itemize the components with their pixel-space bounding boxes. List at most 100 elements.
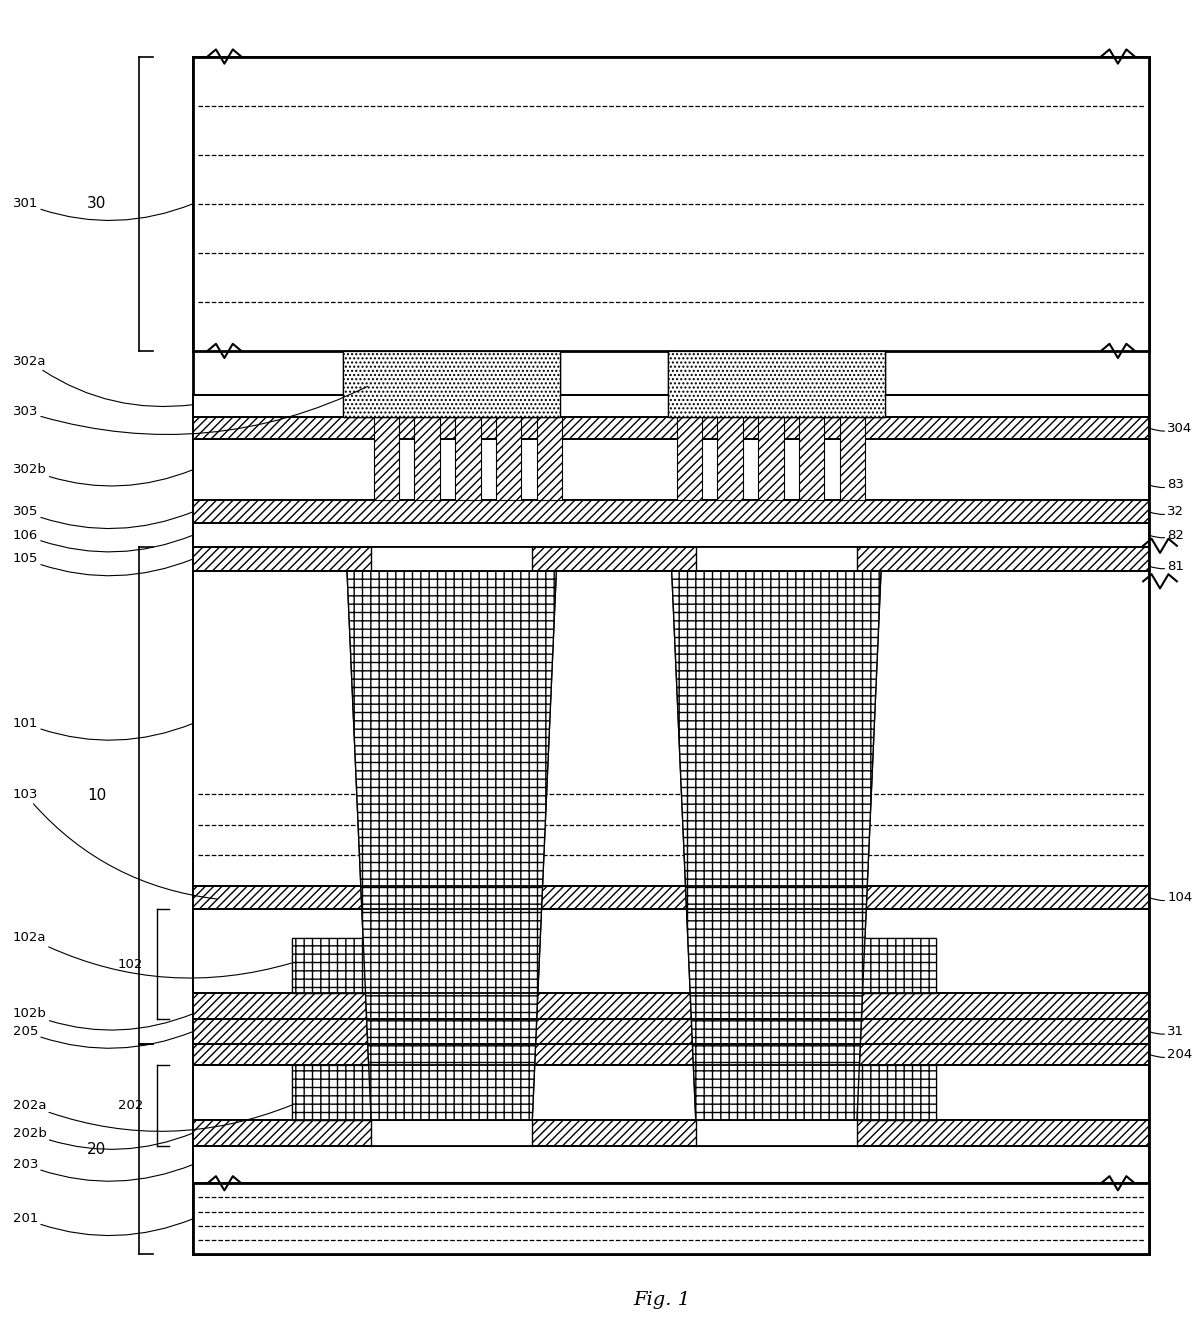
Text: 32: 32	[1149, 506, 1185, 518]
Bar	[840, 417, 866, 501]
Bar	[414, 417, 439, 501]
Bar	[371, 886, 532, 909]
Bar	[696, 1044, 857, 1065]
Bar	[857, 938, 937, 993]
Bar	[193, 1065, 1149, 1120]
Bar	[193, 439, 1149, 501]
Text: 304: 304	[1149, 421, 1192, 435]
Text: 106: 106	[13, 528, 193, 552]
Bar	[696, 1044, 857, 1065]
Bar	[193, 57, 1149, 1255]
Bar	[496, 417, 521, 501]
Bar	[193, 395, 1149, 417]
Bar	[371, 886, 532, 909]
Polygon shape	[672, 571, 881, 1120]
Bar	[371, 1120, 532, 1145]
Bar	[857, 1065, 937, 1120]
Polygon shape	[672, 571, 881, 1120]
Bar	[718, 417, 743, 501]
Bar	[371, 1018, 532, 1044]
Text: 104: 104	[1149, 892, 1192, 904]
Text: 201: 201	[13, 1213, 193, 1235]
Bar	[371, 1044, 532, 1065]
Bar	[696, 1120, 857, 1145]
Bar	[343, 351, 560, 417]
Text: 20: 20	[87, 1141, 106, 1157]
Polygon shape	[347, 571, 556, 1120]
Bar	[193, 1065, 1149, 1120]
Text: 81: 81	[1149, 560, 1184, 572]
Bar	[193, 1120, 1149, 1145]
Bar	[193, 1145, 1149, 1184]
Bar	[371, 547, 532, 571]
Text: Fig. 1: Fig. 1	[633, 1291, 691, 1309]
Bar	[696, 1018, 857, 1044]
Text: 302b: 302b	[13, 464, 193, 486]
Bar	[193, 1044, 1149, 1065]
Bar	[193, 993, 1149, 1018]
Bar	[193, 1044, 1149, 1065]
Bar	[193, 417, 1149, 439]
Text: 203: 203	[13, 1159, 193, 1181]
Text: 301: 301	[13, 197, 193, 221]
Bar	[371, 993, 532, 1018]
Bar	[371, 993, 532, 1018]
Bar	[677, 417, 702, 501]
Text: 10: 10	[87, 789, 106, 803]
Bar	[193, 909, 1149, 993]
Bar	[696, 993, 857, 1018]
Bar	[291, 938, 371, 993]
Text: 305: 305	[13, 506, 193, 528]
Bar	[371, 1044, 532, 1065]
Bar	[193, 909, 1149, 993]
Text: 82: 82	[1149, 528, 1184, 542]
Bar	[537, 417, 562, 501]
Text: 204: 204	[1149, 1048, 1192, 1061]
Bar	[343, 351, 560, 417]
Bar	[291, 1065, 371, 1120]
Bar	[799, 417, 825, 501]
Bar	[291, 938, 371, 993]
Text: 102: 102	[118, 958, 143, 971]
Bar	[857, 1065, 937, 1120]
Bar	[193, 571, 1149, 886]
Bar	[193, 993, 1149, 1018]
Bar	[371, 1120, 532, 1145]
Text: 83: 83	[1149, 478, 1184, 491]
Bar	[668, 351, 885, 417]
Bar	[193, 57, 1149, 351]
Bar	[193, 523, 1149, 547]
Bar	[371, 547, 532, 571]
Bar	[696, 1018, 857, 1044]
Bar	[455, 417, 480, 501]
Bar	[193, 886, 1149, 909]
Bar	[857, 938, 937, 993]
Bar	[193, 1018, 1149, 1044]
Bar	[193, 547, 1149, 571]
Text: 202a: 202a	[13, 1099, 291, 1131]
Text: 101: 101	[13, 717, 193, 740]
Bar	[371, 1018, 532, 1044]
Bar	[193, 886, 1149, 909]
Bar	[759, 417, 784, 501]
Bar	[696, 886, 857, 909]
Text: 202: 202	[118, 1099, 143, 1111]
Text: 31: 31	[1149, 1025, 1185, 1038]
Bar	[696, 886, 857, 909]
Bar	[668, 351, 885, 417]
Text: 303: 303	[13, 387, 367, 435]
Bar	[373, 417, 399, 501]
Bar	[193, 1120, 1149, 1145]
Bar	[696, 547, 857, 571]
Bar	[193, 1184, 1149, 1255]
Polygon shape	[347, 571, 556, 1120]
Bar	[343, 351, 560, 417]
Text: 102b: 102b	[13, 1007, 193, 1030]
Text: 202b: 202b	[13, 1127, 193, 1149]
Bar	[291, 1065, 371, 1120]
Bar	[668, 351, 885, 417]
Text: 105: 105	[13, 552, 193, 576]
Bar	[193, 501, 1149, 523]
Text: 30: 30	[87, 197, 107, 211]
Bar	[696, 547, 857, 571]
